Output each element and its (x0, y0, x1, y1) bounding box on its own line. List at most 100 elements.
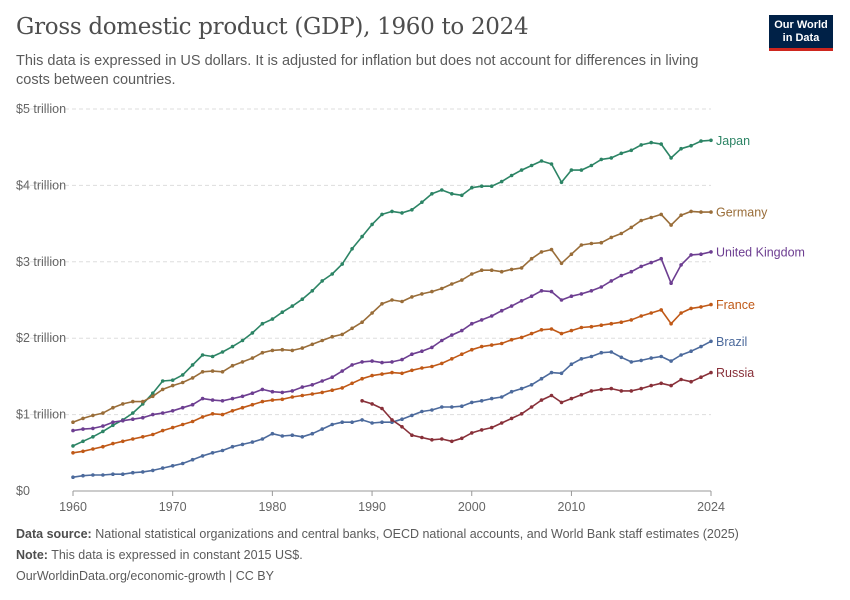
data-point (569, 168, 574, 172)
data-point (639, 358, 643, 363)
x-tick-label: 2024 (697, 500, 725, 514)
data-point (639, 143, 643, 147)
data-point (599, 323, 604, 327)
data-point (669, 223, 673, 227)
data-point (320, 338, 325, 343)
data-point (699, 375, 703, 380)
data-point (629, 225, 634, 230)
x-tick-label: 2010 (558, 500, 586, 514)
data-point (111, 472, 115, 477)
data-point (320, 279, 325, 283)
series-label-germany: Germany (716, 206, 768, 220)
data-point (629, 318, 634, 322)
data-point (370, 421, 374, 425)
data-point (380, 212, 384, 217)
data-point (559, 298, 564, 302)
y-tick-label: $5 trillion (16, 102, 66, 116)
data-point (300, 385, 305, 389)
owid-logo[interactable]: Our World in Data (769, 15, 833, 51)
data-point (450, 405, 454, 409)
data-point (71, 444, 75, 448)
data-point (420, 349, 424, 353)
data-point (569, 252, 574, 256)
y-tick-label: $0 (16, 484, 30, 498)
x-tick-label: 2000 (458, 500, 486, 514)
data-point (509, 389, 514, 394)
data-point (529, 331, 534, 336)
data-point (360, 399, 364, 403)
data-point (699, 344, 703, 349)
source-link[interactable]: OurWorldinData.org/economic-growth | CC … (16, 569, 274, 583)
data-point (111, 423, 115, 428)
data-point (390, 209, 394, 214)
data-point (280, 434, 285, 438)
data-point (190, 402, 195, 407)
data-point (410, 368, 414, 373)
data-point (81, 473, 85, 478)
data-point (509, 267, 514, 272)
data-point (410, 413, 414, 418)
data-point (420, 366, 424, 370)
data-point (380, 420, 384, 425)
data-point (370, 222, 374, 227)
data-point (619, 320, 624, 324)
data-point (340, 262, 345, 266)
data-point (240, 442, 245, 447)
data-point (679, 377, 683, 382)
data-point (160, 387, 165, 392)
data-point (709, 210, 713, 214)
data-point (340, 386, 345, 390)
data-point (101, 424, 105, 428)
data-point (131, 399, 135, 404)
data-point (579, 392, 584, 397)
data-point (300, 393, 305, 398)
data-point (230, 409, 235, 413)
y-tick-label: $4 trillion (16, 178, 66, 192)
data-point (699, 305, 703, 309)
data-point (420, 409, 424, 414)
data-point (499, 341, 504, 346)
data-point (310, 342, 315, 347)
data-point (380, 360, 384, 365)
data-point (410, 208, 414, 212)
data-point (629, 389, 634, 393)
data-point (320, 390, 325, 395)
logo-line-1: Our World (774, 19, 828, 31)
data-point (101, 473, 105, 477)
data-point (569, 362, 574, 367)
data-point (200, 370, 205, 374)
data-point (599, 157, 604, 162)
data-point (609, 321, 614, 326)
data-point (639, 264, 643, 269)
data-point (529, 383, 534, 387)
data-point (669, 156, 673, 160)
data-point (141, 399, 145, 404)
data-point (539, 159, 544, 163)
logo-line-2: in Data (782, 32, 820, 44)
data-point (539, 398, 544, 402)
data-point (101, 429, 105, 434)
data-point (649, 140, 653, 145)
data-point (400, 211, 404, 215)
data-point (91, 426, 95, 431)
data-point (460, 436, 464, 441)
x-tick-label: 1990 (358, 500, 386, 514)
data-point (609, 235, 614, 240)
series-line-united-kingdom (72, 251, 712, 432)
data-point (440, 437, 444, 441)
data-point (360, 376, 364, 381)
data-point (280, 310, 285, 314)
data-point (539, 328, 544, 332)
data-point (260, 437, 265, 441)
data-point (230, 363, 235, 368)
data-point (430, 345, 434, 350)
data-point (170, 383, 175, 388)
data-point (170, 464, 175, 468)
data-point (489, 184, 494, 188)
data-point (400, 425, 404, 429)
data-point (111, 441, 115, 446)
data-point (260, 387, 265, 392)
data-point (200, 396, 205, 401)
data-point (470, 400, 474, 405)
data-point (310, 289, 315, 293)
